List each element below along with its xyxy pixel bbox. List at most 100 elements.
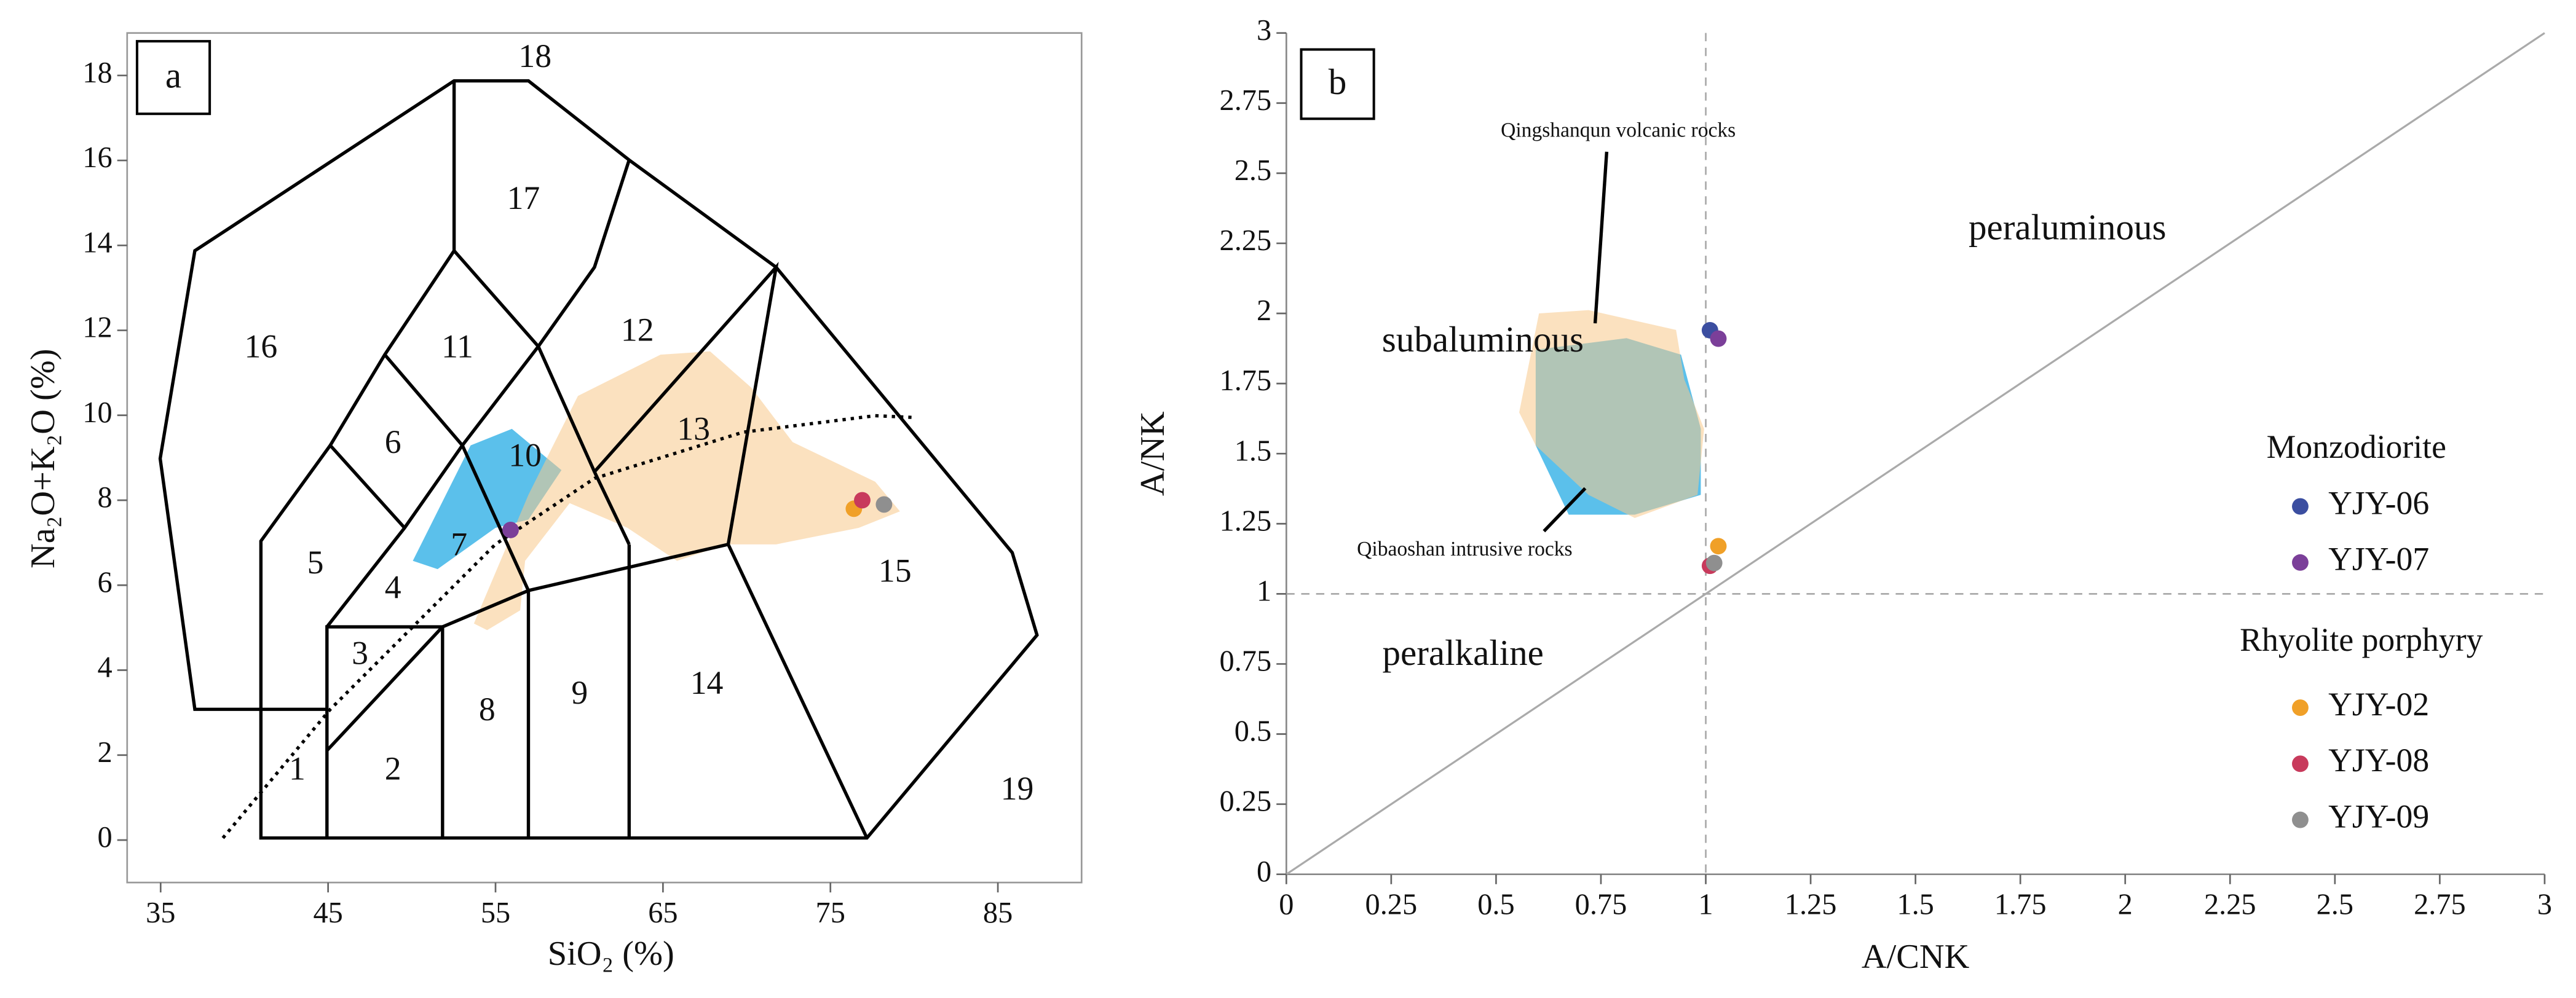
y-tick-label: 2 <box>1257 294 1271 327</box>
y-tick-label: 10 <box>82 396 112 429</box>
data-point <box>875 496 893 513</box>
data-point <box>1710 330 1727 347</box>
field-label: 15 <box>879 552 912 589</box>
legend-title: Rhyolite porphyry <box>2240 621 2483 658</box>
legend-label: YJY-02 <box>2328 686 2429 723</box>
legend-marker <box>2292 699 2309 716</box>
y-tick-label: 2.25 <box>1220 224 1272 257</box>
field-label: 18 <box>518 37 551 74</box>
annotation: peraluminous <box>1969 206 2167 247</box>
alkaline-divide <box>221 414 912 839</box>
field-label: 10 <box>508 437 542 474</box>
x-axis-title: SiO₂ (%) <box>548 935 674 973</box>
field-label: 2 <box>385 750 401 787</box>
y-axis-title: Na₂O+K₂O (%) <box>24 348 62 568</box>
leader-line <box>1543 487 1587 533</box>
data-point <box>1705 554 1723 572</box>
annotation: Qingshanqun volcanic rocks <box>1501 119 1736 141</box>
y-tick-label: 16 <box>82 141 112 174</box>
diagonal <box>1286 32 2545 876</box>
legend-marker <box>2292 755 2309 772</box>
plot-frame <box>126 32 1083 884</box>
y-tick-label: 0.25 <box>1220 785 1272 818</box>
y-tick-label: 18 <box>82 57 112 89</box>
x-tick-label: 1 <box>1698 888 1713 921</box>
y-tick-label: 2.75 <box>1220 84 1272 117</box>
y-tick-label: 0.75 <box>1220 645 1272 678</box>
x-tick-label: 85 <box>983 897 1013 929</box>
x-tick-label: 2.5 <box>2317 888 2353 921</box>
field-label: 12 <box>621 312 654 348</box>
x-tick-label: 75 <box>816 897 845 929</box>
data-point <box>502 521 519 538</box>
annotation: Qibaoshan intrusive rocks <box>1357 538 1572 560</box>
y-tick-label: 1 <box>1257 575 1271 607</box>
x-tick-label: 2.75 <box>2414 888 2466 921</box>
x-tick-label: 0.75 <box>1575 888 1627 921</box>
y-tick-label: 1.5 <box>1235 434 1271 467</box>
volcanic-field <box>473 351 900 631</box>
field-label: 17 <box>507 179 540 216</box>
field-label: 19 <box>1001 770 1034 807</box>
y-tick-label: 0.5 <box>1235 715 1271 748</box>
legend-label: YJY-07 <box>2328 541 2429 578</box>
data-point <box>1710 538 1727 555</box>
y-tick-label: 0 <box>1257 855 1271 888</box>
y-tick-label: 1.75 <box>1220 364 1272 397</box>
x-axis-title: A/CNK <box>1862 938 1970 976</box>
y-tick-label: 3 <box>1257 14 1271 47</box>
field-label: 7 <box>451 526 467 563</box>
panel-label: b <box>1329 61 1347 102</box>
x-tick-label: 55 <box>481 897 510 929</box>
leader-line <box>1593 151 1609 324</box>
x-tick-label: 3 <box>2537 888 2552 921</box>
field-label: 4 <box>385 568 401 605</box>
field-label: 13 <box>677 411 710 447</box>
y-tick-label: 12 <box>82 312 112 344</box>
x-tick-label: 1.25 <box>1785 888 1837 921</box>
panel-label: a <box>165 55 181 95</box>
field-label: 14 <box>690 664 724 701</box>
x-tick-label: 1.5 <box>1897 888 1934 921</box>
y-tick-label: 1.25 <box>1220 505 1272 537</box>
annotation: peralkaline <box>1382 632 1543 673</box>
x-tick-label: 0.25 <box>1365 888 1418 921</box>
legend-label: YJY-09 <box>2328 798 2429 835</box>
tas-boundaries <box>158 79 1039 840</box>
field-label: 8 <box>479 691 496 728</box>
field-label: 1 <box>289 750 306 787</box>
field-label: 6 <box>385 423 401 460</box>
y-axis-title: A/NK <box>1134 411 1172 496</box>
y-tick-label: 6 <box>97 566 112 599</box>
legend-label: YJY-08 <box>2328 742 2429 779</box>
x-tick-label: 45 <box>313 897 342 929</box>
panel-label-box <box>135 40 211 116</box>
field-label: 5 <box>307 544 324 581</box>
x-tick-label: 0 <box>1279 888 1294 921</box>
field-label: 3 <box>352 635 368 672</box>
y-tick-label: 0 <box>97 821 112 854</box>
data-point <box>854 492 871 509</box>
y-tick-label: 2.5 <box>1235 154 1271 187</box>
x-tick-label: 35 <box>146 897 175 929</box>
y-tick-label: 14 <box>82 226 112 259</box>
y-tick-label: 2 <box>97 736 112 769</box>
annotation: subaluminous <box>1382 319 1584 360</box>
legend-label: YJY-06 <box>2328 484 2429 521</box>
x-tick-label: 2 <box>2118 888 2133 921</box>
field-label: 11 <box>441 328 473 364</box>
legend-marker <box>2292 554 2309 571</box>
x-tick-label: 0.5 <box>1477 888 1514 921</box>
x-tick-label: 2.25 <box>2204 888 2256 921</box>
field-label: 16 <box>245 328 278 364</box>
field-label: 9 <box>571 674 588 711</box>
y-tick-label: 8 <box>97 481 112 514</box>
x-tick-label: 65 <box>648 897 678 929</box>
legend-marker <box>2292 811 2309 828</box>
legend-marker <box>2292 498 2309 515</box>
y-tick-label: 4 <box>97 651 112 684</box>
volcanic-field <box>1519 310 1704 518</box>
panel-label-box <box>1300 48 1375 120</box>
x-tick-label: 1.75 <box>1994 888 2047 921</box>
